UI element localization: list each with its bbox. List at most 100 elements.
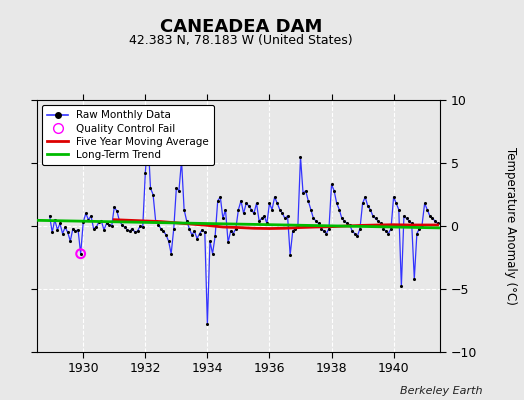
Point — [69, 225, 77, 232]
Point — [198, 226, 206, 233]
Point — [420, 200, 429, 206]
Point — [400, 213, 408, 219]
Point — [110, 204, 118, 210]
Point — [283, 213, 292, 219]
Point — [353, 233, 362, 239]
Point — [100, 226, 108, 233]
Point — [182, 218, 191, 224]
Point — [320, 228, 328, 234]
Point — [133, 228, 141, 234]
Point — [369, 213, 377, 219]
Point — [195, 230, 204, 237]
Point — [113, 208, 121, 214]
Point — [58, 230, 67, 237]
Point — [56, 220, 64, 227]
Point — [335, 206, 344, 213]
Point — [154, 222, 162, 228]
Text: Temperature Anomaly (°C): Temperature Anomaly (°C) — [505, 147, 517, 305]
Point — [389, 194, 398, 200]
Point — [289, 228, 297, 234]
Point — [402, 215, 411, 222]
Point — [291, 225, 300, 232]
Point — [162, 232, 170, 238]
Point — [138, 224, 147, 230]
Point — [61, 224, 69, 230]
Point — [177, 157, 185, 164]
Point — [247, 206, 256, 213]
Point — [301, 188, 310, 194]
Point — [216, 194, 224, 200]
Point — [165, 238, 173, 244]
Point — [330, 188, 339, 194]
Point — [428, 215, 436, 222]
Point — [180, 206, 188, 213]
Point — [397, 283, 406, 290]
Point — [141, 170, 149, 176]
Point — [239, 210, 248, 217]
Point — [87, 213, 95, 219]
Point — [121, 224, 129, 230]
Point — [79, 219, 88, 226]
Point — [203, 321, 212, 328]
Point — [51, 216, 59, 223]
Point — [268, 206, 276, 213]
Point — [423, 206, 431, 213]
Point — [167, 250, 176, 257]
Point — [219, 215, 227, 222]
Point — [174, 188, 183, 194]
Point — [387, 225, 395, 232]
Point — [144, 132, 152, 138]
Point — [340, 218, 348, 224]
Point — [94, 219, 103, 226]
Point — [126, 228, 134, 234]
Point — [263, 220, 271, 227]
Point — [312, 218, 320, 224]
Point — [273, 200, 281, 206]
Point — [48, 229, 57, 236]
Point — [314, 220, 323, 227]
Point — [278, 210, 287, 217]
Point — [157, 225, 165, 232]
Point — [309, 215, 318, 222]
Point — [358, 200, 367, 206]
Point — [123, 226, 132, 233]
Point — [376, 220, 385, 227]
Point — [90, 225, 98, 232]
Point — [395, 206, 403, 213]
Point — [366, 206, 375, 213]
Point — [379, 225, 387, 232]
Point — [224, 239, 232, 246]
Point — [304, 198, 312, 204]
Point — [276, 206, 284, 213]
Point — [337, 215, 346, 222]
Point — [345, 222, 354, 228]
Point — [343, 220, 351, 227]
Point — [270, 194, 279, 200]
Point — [115, 218, 124, 224]
Point — [131, 229, 139, 236]
Point — [74, 226, 82, 233]
Point — [102, 220, 111, 227]
Text: Berkeley Earth: Berkeley Earth — [400, 386, 482, 396]
Point — [149, 191, 157, 198]
Point — [229, 230, 237, 237]
Point — [351, 230, 359, 237]
Point — [221, 206, 230, 213]
Point — [348, 228, 356, 234]
Point — [364, 203, 372, 209]
Point — [257, 215, 266, 222]
Point — [63, 229, 72, 236]
Point — [97, 218, 105, 224]
Point — [46, 213, 54, 219]
Point — [53, 226, 62, 233]
Point — [415, 225, 423, 232]
Point — [232, 225, 240, 232]
Point — [255, 218, 264, 224]
Point — [206, 238, 214, 244]
Point — [405, 218, 413, 224]
Point — [209, 250, 217, 257]
Point — [193, 235, 201, 242]
Point — [328, 181, 336, 188]
Text: 42.383 N, 78.183 W (United States): 42.383 N, 78.183 W (United States) — [129, 34, 353, 47]
Point — [372, 215, 380, 222]
